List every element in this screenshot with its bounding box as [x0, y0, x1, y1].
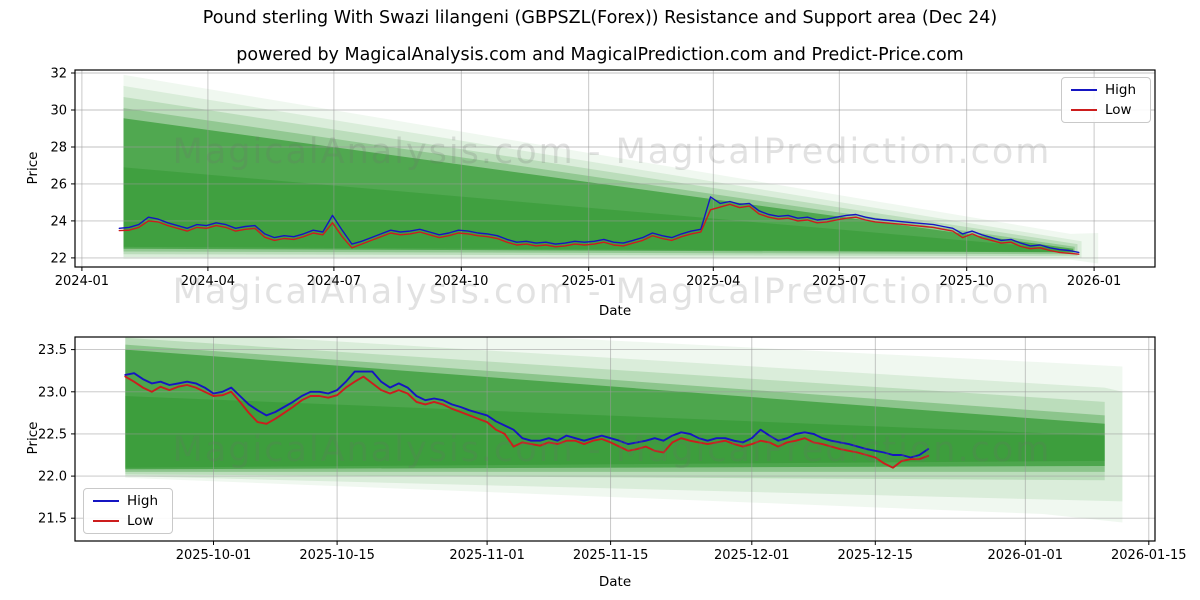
svg-text:2025-07: 2025-07 — [812, 274, 866, 289]
svg-text:2024-04: 2024-04 — [181, 274, 235, 289]
svg-text:2025-12-01: 2025-12-01 — [714, 548, 790, 563]
svg-text:2024-10: 2024-10 — [434, 274, 488, 289]
svg-text:2026-01-15: 2026-01-15 — [1111, 548, 1187, 563]
low-line-swatch — [1071, 108, 1097, 112]
low-line-swatch — [93, 519, 119, 523]
svg-text:23.5: 23.5 — [38, 343, 67, 358]
y-axis-label-top: Price — [25, 151, 41, 185]
svg-text:26: 26 — [50, 177, 67, 192]
top-chart-plot: 2024-01 2024-04 2024-07 2024-10 2025-01 2025-… — [50, 67, 1156, 289]
legend-top: High Low — [1061, 77, 1151, 123]
svg-text:2024-07: 2024-07 — [307, 274, 361, 289]
bottom-chart-plot: 2025-10-01 2025-10-15 2025-11-01 2025-11-15… — [38, 336, 1187, 563]
svg-text:2025-04: 2025-04 — [686, 274, 740, 289]
chart-title: Pound sterling With Swazi lilangeni (GBP… — [202, 8, 998, 28]
svg-text:2025-12-15: 2025-12-15 — [838, 548, 914, 563]
svg-text:28: 28 — [50, 141, 67, 156]
high-line-swatch — [93, 499, 119, 503]
y-axis-label-bottom: Price — [25, 421, 41, 455]
svg-text:22.5: 22.5 — [38, 427, 67, 442]
svg-text:2025-10-01: 2025-10-01 — [176, 548, 252, 563]
legend-entry-high: High — [1071, 81, 1140, 98]
svg-text:22: 22 — [50, 251, 67, 266]
svg-text:2026-01-01: 2026-01-01 — [988, 548, 1064, 563]
svg-text:21.5: 21.5 — [38, 512, 67, 527]
high-line-swatch — [1071, 88, 1097, 92]
x-axis-label-top: Date — [598, 303, 632, 319]
svg-text:2025-11-15: 2025-11-15 — [573, 548, 649, 563]
svg-text:2025-10: 2025-10 — [940, 274, 994, 289]
svg-text:2025-10-15: 2025-10-15 — [299, 548, 375, 563]
legend-label-low: Low — [127, 512, 154, 529]
legend-entry-high: High — [93, 492, 162, 509]
svg-text:2024-01: 2024-01 — [55, 274, 109, 289]
svg-text:22.0: 22.0 — [38, 470, 67, 485]
legend-bottom: High Low — [83, 488, 173, 534]
svg-text:2025-11-01: 2025-11-01 — [449, 548, 525, 563]
legend-entry-low: Low — [93, 512, 162, 529]
svg-text:32: 32 — [50, 67, 67, 82]
legend-label-low: Low — [1105, 101, 1132, 118]
legend-label-high: High — [127, 492, 159, 509]
svg-text:24: 24 — [50, 214, 67, 229]
svg-text:23.0: 23.0 — [38, 385, 67, 400]
svg-text:2026-01: 2026-01 — [1067, 274, 1121, 289]
svg-text:30: 30 — [50, 104, 67, 119]
x-axis-label-bottom: Date — [598, 574, 632, 590]
legend-entry-low: Low — [1071, 101, 1140, 118]
chart-subtitle: powered by MagicalAnalysis.com and Magic… — [236, 45, 964, 65]
legend-label-high: High — [1105, 81, 1137, 98]
svg-text:2025-01: 2025-01 — [562, 274, 616, 289]
